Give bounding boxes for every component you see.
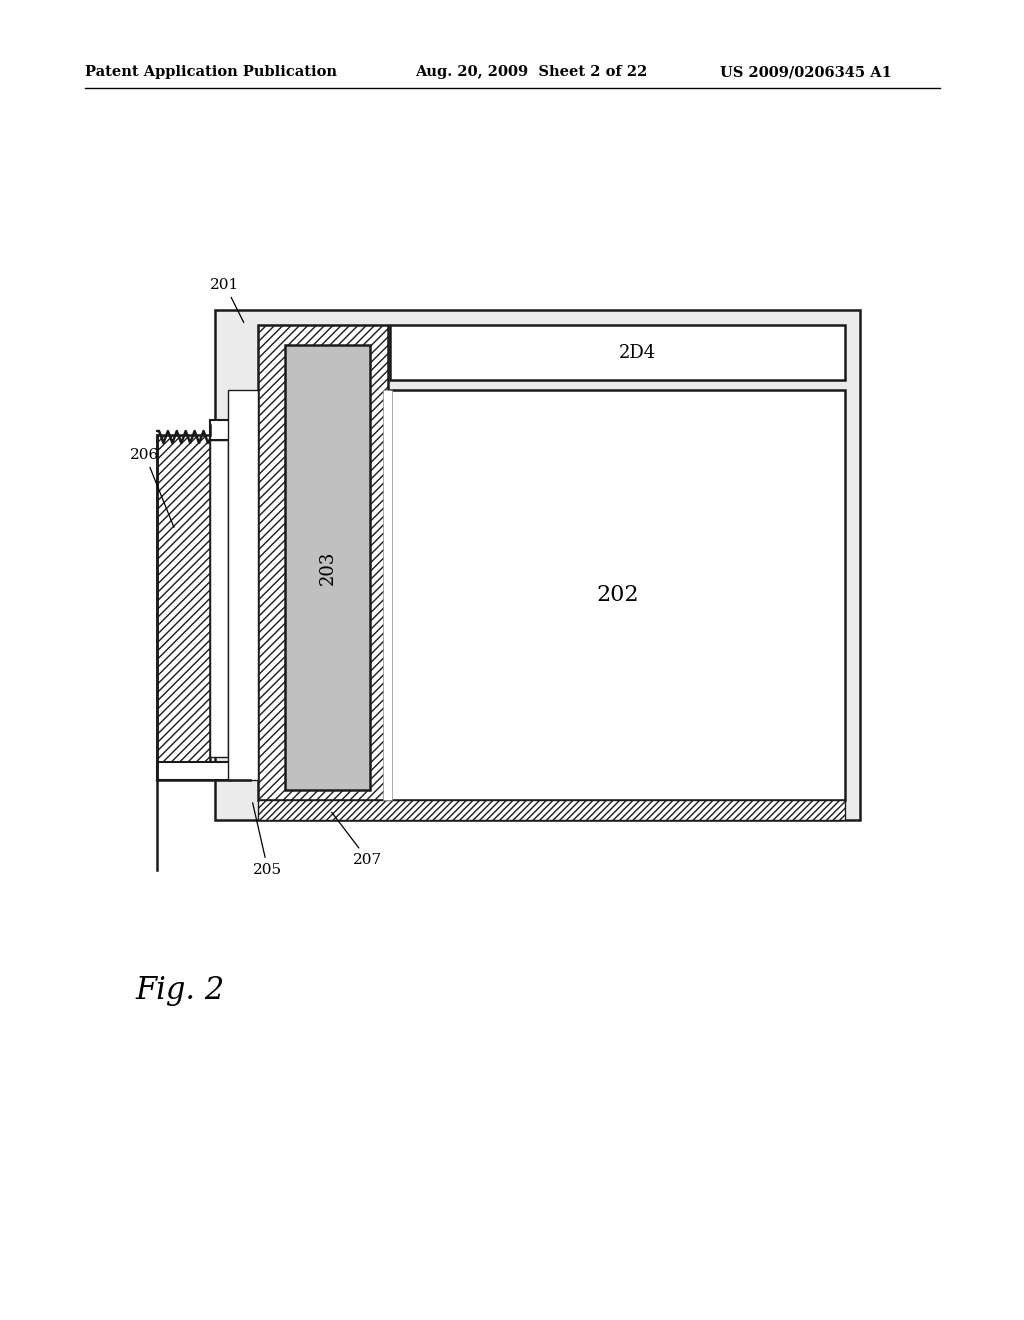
Bar — [285, 345, 370, 789]
Text: US 2009/0206345 A1: US 2009/0206345 A1 — [720, 65, 892, 79]
Bar — [210, 420, 250, 440]
Text: Patent Application Publication: Patent Application Publication — [85, 65, 337, 79]
Bar — [210, 440, 228, 756]
Bar — [390, 389, 845, 800]
Bar — [258, 325, 388, 800]
Bar — [215, 310, 860, 820]
Text: 2D4: 2D4 — [618, 343, 656, 362]
Bar — [383, 389, 392, 800]
Text: 203: 203 — [318, 550, 337, 585]
Text: 207: 207 — [332, 812, 383, 867]
Text: 206: 206 — [130, 447, 174, 528]
Text: Aug. 20, 2009  Sheet 2 of 22: Aug. 20, 2009 Sheet 2 of 22 — [415, 65, 647, 79]
Text: 201: 201 — [210, 279, 244, 322]
Text: 205: 205 — [253, 803, 283, 876]
Bar — [157, 762, 250, 780]
Bar — [157, 436, 210, 762]
Bar — [228, 389, 258, 780]
Bar — [390, 325, 845, 380]
Text: 202: 202 — [596, 583, 639, 606]
Bar — [258, 800, 845, 820]
Text: Fig. 2: Fig. 2 — [135, 974, 224, 1006]
